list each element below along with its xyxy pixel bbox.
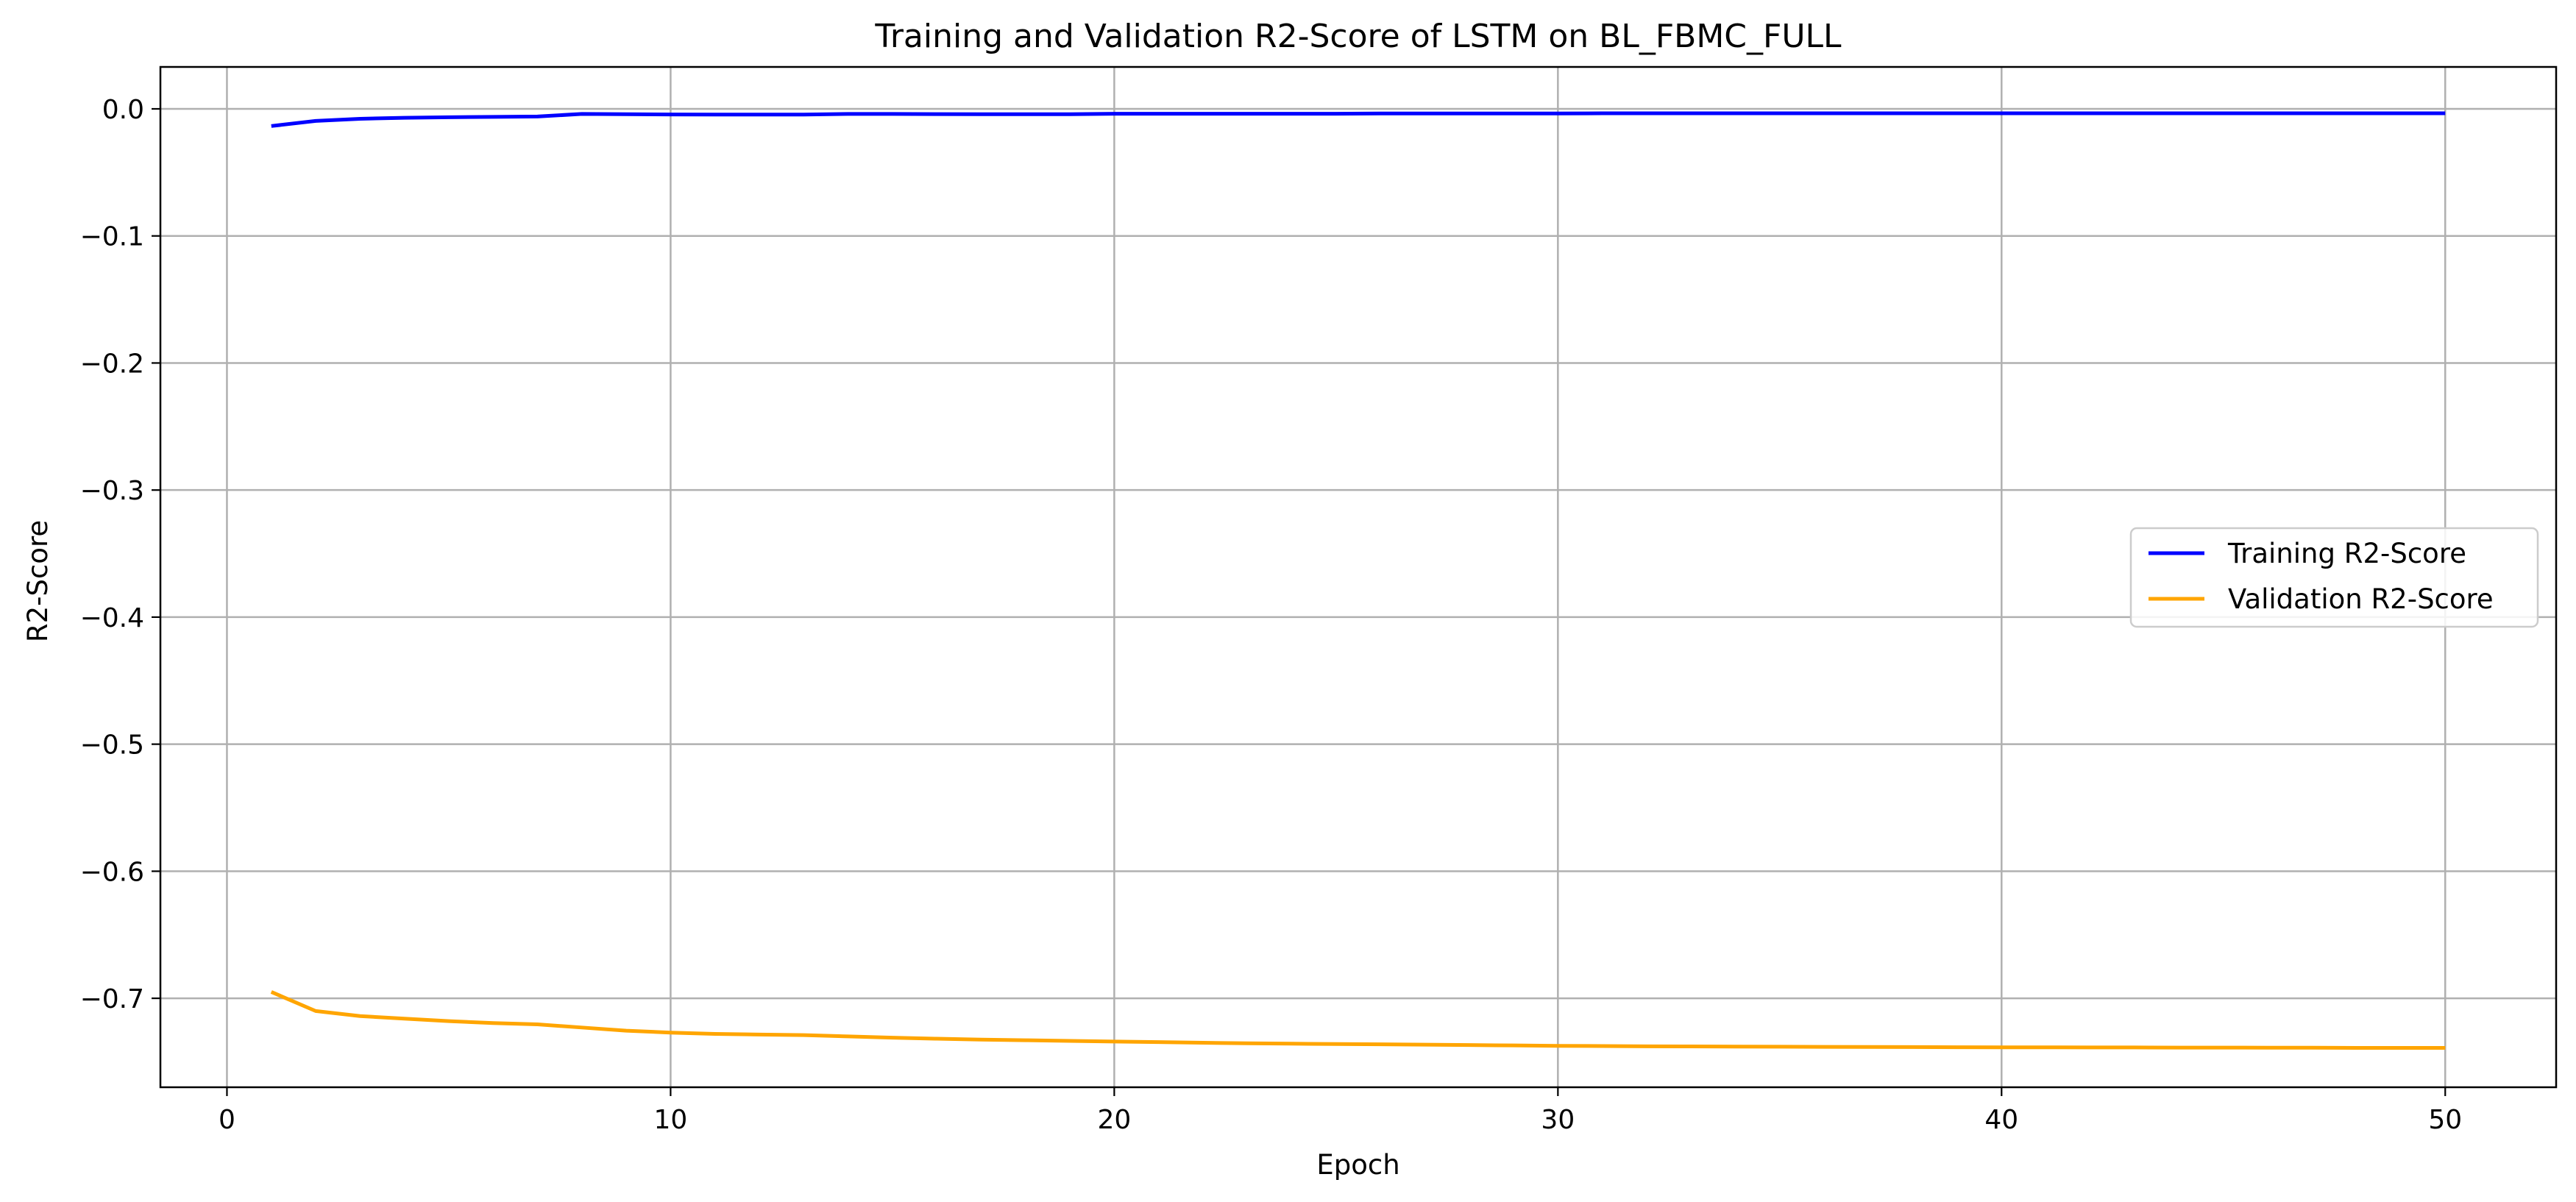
x-tick-label: 50: [2428, 1105, 2462, 1135]
x-axis-label: Epoch: [1316, 1149, 1399, 1181]
training-r2-line: [271, 111, 2446, 128]
y-tick-label: −0.4: [80, 603, 144, 633]
y-tick-label: −0.6: [80, 857, 144, 887]
y-tick-label: −0.1: [80, 222, 144, 252]
legend-label-validation: Validation R2-Score: [2228, 583, 2494, 615]
y-tick-label: −0.2: [80, 349, 144, 379]
y-axis-ticks: 0.0 −0.1 −0.2 −0.3 −0.4 −0.5 −0.6 −0.7: [80, 95, 160, 1014]
x-axis-ticks: 0 10 20 30 40 50: [219, 1087, 2462, 1135]
y-tick-label: −0.5: [80, 730, 144, 761]
plot-lines: [270, 111, 2446, 1050]
plot-area-frame: [159, 65, 2558, 1089]
y-tick-label: 0.0: [102, 95, 144, 125]
y-axis-label: R2-Score: [22, 520, 54, 642]
x-tick-label: 10: [654, 1105, 688, 1135]
validation-r2-line: [270, 990, 2446, 1050]
x-tick-label: 40: [1984, 1105, 2018, 1135]
y-tick-label: −0.7: [80, 984, 144, 1014]
chart-title: Training and Validation R2-Score of LSTM…: [874, 18, 1842, 55]
y-tick-label: −0.3: [80, 476, 144, 506]
legend-box: [2129, 527, 2539, 628]
x-tick-label: 0: [219, 1105, 235, 1135]
legend-label-training: Training R2-Score: [2227, 538, 2466, 569]
x-tick-label: 20: [1097, 1105, 1131, 1135]
grid: [160, 67, 2556, 1087]
legend: Training R2-Score Validation R2-Score: [2129, 527, 2539, 628]
x-tick-label: 30: [1541, 1105, 1575, 1135]
